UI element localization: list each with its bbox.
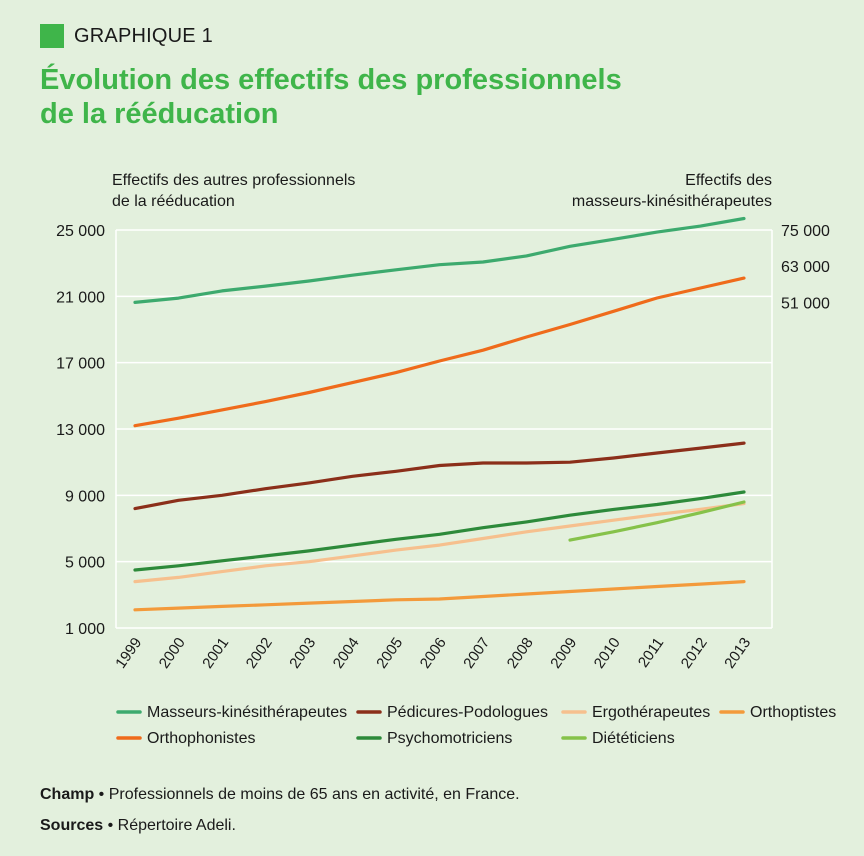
right-axis-title-line2: masseurs-kinésithérapeutes (571, 193, 772, 210)
footer-champ-text: • Professionnels de moins de 65 ans en a… (94, 786, 520, 803)
right-tick-label: 51 000 (781, 295, 830, 312)
left-axis-title: Effectifs des autres professionnels de l… (112, 170, 412, 212)
x-tick-label: 2009 (547, 635, 580, 672)
chart-header: GRAPHIQUE 1 (40, 24, 213, 48)
series-line (133, 276, 746, 428)
x-tick-label: 1999 (112, 635, 145, 672)
left-tick-label: 21 000 (56, 289, 105, 306)
right-tick-label: 63 000 (781, 259, 830, 276)
series-line (133, 490, 746, 572)
footer-champ-label: Champ (40, 786, 95, 803)
x-tick-label: 2000 (156, 635, 189, 672)
right-axis-title: Effectifs des masseurs-kinésithérapeutes (472, 170, 772, 212)
footer-champ: Champ • Professionnels de moins de 65 an… (40, 786, 520, 804)
x-tick-label: 2004 (330, 635, 363, 672)
legend-label: Ergothérapeutes (592, 704, 710, 721)
series-line (133, 502, 746, 584)
series-line (133, 441, 746, 511)
right-axis-title-line1: Effectifs des (685, 172, 772, 189)
legend-label: Orthophonistes (147, 730, 256, 747)
right-tick-label: 75 000 (781, 223, 830, 240)
header-square-icon (40, 24, 64, 48)
left-tick-label: 5 000 (65, 555, 105, 572)
left-tick-label: 17 000 (56, 356, 105, 373)
line-chart: 1 000 5 000 9 000 13 000 17 000 21 000 25 000 5… (56, 216, 836, 747)
x-tick-label: 2002 (243, 635, 276, 672)
series-line (568, 500, 746, 542)
x-tick-label: 2007 (460, 635, 493, 672)
chart-title-line2: de la rééducation (40, 98, 279, 130)
x-tick-label: 2010 (591, 635, 624, 672)
x-tick-label: 2006 (417, 635, 450, 672)
legend-label: Masseurs-kinésithérapeutes (147, 704, 347, 721)
legend-label: Psychomotriciens (387, 730, 512, 747)
x-tick-label: 2011 (635, 635, 667, 671)
x-tick-label: 2013 (721, 635, 754, 672)
x-tick-label: 2001 (199, 635, 232, 672)
series-line (133, 216, 746, 304)
left-tick-label: 25 000 (56, 223, 105, 240)
chart-title-line1: Évolution des effectifs des professionne… (40, 64, 622, 96)
series-line (133, 579, 746, 612)
left-axis-title-line2: de la rééducation (112, 193, 235, 210)
x-tick-label: 2008 (504, 635, 537, 672)
left-axis-title-line1: Effectifs des autres professionnels (112, 172, 356, 189)
x-tick-label: 2012 (678, 635, 711, 672)
left-tick-label: 13 000 (56, 422, 105, 439)
x-tick-label: 2003 (286, 635, 319, 672)
header-label: GRAPHIQUE 1 (74, 24, 213, 47)
legend-label: Orthoptistes (750, 704, 836, 721)
left-tick-label: 1 000 (65, 621, 105, 638)
left-tick-label: 9 000 (65, 488, 105, 505)
footer-sources: Sources • Répertoire Adeli. (40, 817, 236, 835)
x-tick-label: 2005 (373, 635, 406, 672)
legend-label: Pédicures-Podologues (387, 704, 548, 721)
legend-label: Diététiciens (592, 730, 675, 747)
chart-title: Évolution des effectifs des professionne… (40, 63, 740, 131)
footer-sources-label: Sources (40, 817, 104, 834)
footer-sources-text: • Répertoire Adeli. (103, 817, 236, 834)
